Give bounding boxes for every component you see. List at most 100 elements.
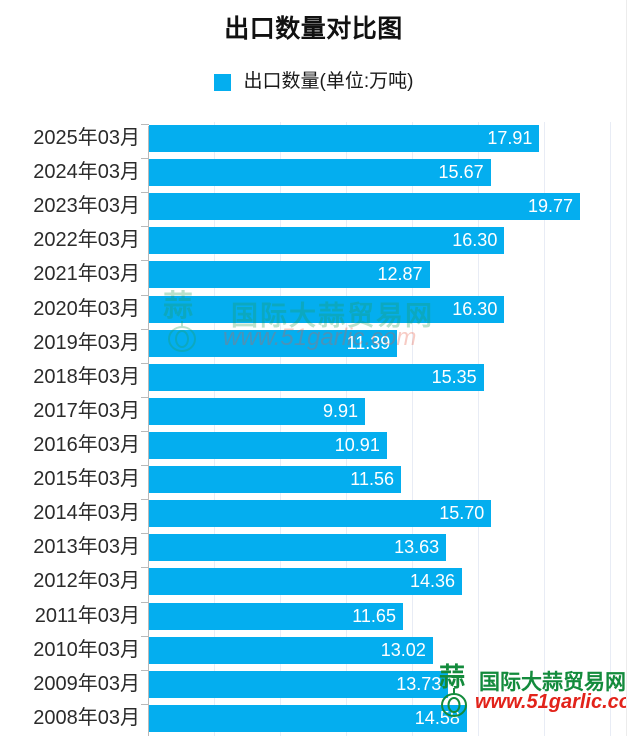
bar-value-label: 14.58 [414, 707, 460, 728]
bar[interactable]: 11.65 [149, 602, 403, 630]
category-label: 2008年03月 [33, 706, 140, 729]
bar-value-label: 10.91 [334, 435, 380, 455]
bar-value-label: 12.87 [377, 264, 423, 285]
bar-wrapper: 16.30 [149, 227, 505, 255]
bar-row[interactable]: 2013年03月 13.63 [0, 531, 626, 565]
bar[interactable]: 13.02 [149, 636, 433, 664]
category-label: 2018年03月 [33, 365, 140, 388]
bar-wrapper: 9.91 [149, 397, 366, 425]
bar-row[interactable]: 2017年03月 9.91 [0, 395, 626, 429]
logo-garlic-bulb-icon [441, 688, 467, 717]
bar-row[interactable]: 2008年03月 14.58 [0, 702, 626, 736]
bar-wrapper: 14.36 [149, 568, 463, 596]
axis-tick [141, 669, 149, 671]
axis-tick [141, 567, 149, 569]
bar-wrapper: 14.58 [149, 704, 467, 732]
bar-wrapper: 16.30 [149, 295, 505, 323]
axis-tick [141, 396, 149, 398]
bar[interactable]: 17.91 [149, 125, 540, 152]
bar[interactable]: 16.30 [149, 295, 505, 323]
category-label: 2016年03月 [33, 434, 140, 456]
logo-url: www.51garlic.com [475, 691, 626, 713]
bar[interactable]: 11.56 [149, 466, 401, 494]
axis-tick [141, 499, 149, 501]
category-label: 2019年03月 [33, 331, 140, 354]
category-label: 2025年03月 [33, 127, 140, 149]
bar[interactable]: 10.91 [149, 432, 387, 459]
bar[interactable]: 14.36 [149, 568, 463, 596]
bar[interactable]: 13.63 [149, 534, 447, 562]
bar[interactable]: 9.91 [149, 397, 366, 425]
bar-row[interactable]: 2019年03月 11.39 [0, 327, 626, 361]
bar-wrapper: 17.91 [149, 125, 540, 152]
bar-wrapper: 11.65 [149, 602, 403, 630]
bar[interactable]: 14.58 [149, 704, 467, 732]
category-label: 2024年03月 [33, 161, 140, 184]
bar-value-label: 15.70 [439, 503, 485, 524]
bar-row[interactable]: 2021年03月 12.87 [0, 258, 626, 292]
site-logo: 蒜 国际大蒜贸易网 www.51garlic.com [437, 662, 626, 725]
category-label: 2009年03月 [33, 672, 140, 695]
bar-row[interactable]: 2022年03月 16.30 [0, 224, 626, 258]
logo-garlic-glyph-icon: 蒜 [439, 662, 466, 692]
bar-row[interactable]: 2012年03月 14.36 [0, 565, 626, 599]
bar-row[interactable]: 2018年03月 15.35 [0, 361, 626, 395]
bar-row[interactable]: 2016年03月 10.91 [0, 429, 626, 463]
bar-row[interactable]: 2023年03月 19.77 [0, 190, 626, 224]
bar-value-label: 13.73 [396, 673, 442, 694]
plot-area: 2025年03月 17.91 2024年03月 15.67 2023年03月 19.77 2… [0, 122, 626, 736]
bar[interactable]: 19.77 [149, 193, 580, 221]
bar-wrapper: 12.87 [149, 261, 430, 289]
axis-tick [141, 362, 149, 364]
bar[interactable]: 12.87 [149, 261, 430, 289]
bar-row[interactable]: 2011年03月 11.65 [0, 600, 626, 634]
bar[interactable]: 13.73 [149, 670, 449, 698]
category-label: 2020年03月 [33, 297, 140, 320]
bar-value-label: 11.56 [350, 469, 394, 490]
bar-wrapper: 15.67 [149, 159, 491, 187]
category-label: 2014年03月 [33, 502, 140, 525]
category-label: 2011年03月 [34, 604, 140, 627]
axis-tick [141, 226, 149, 228]
bar[interactable]: 15.70 [149, 500, 492, 528]
bar-wrapper: 19.77 [149, 193, 580, 221]
bar-wrapper: 10.91 [149, 432, 387, 459]
legend-swatch-icon [213, 73, 231, 91]
bar-row[interactable]: 2015年03月 11.56 [0, 463, 626, 497]
bar-wrapper: 15.70 [149, 500, 492, 528]
bar[interactable]: 15.67 [149, 159, 491, 187]
axis-tick [141, 192, 149, 194]
bar-value-label: 13.63 [394, 537, 440, 558]
bar-value-label: 15.67 [438, 162, 484, 183]
bar-wrapper: 15.35 [149, 363, 484, 391]
bar-value-label: 16.30 [452, 298, 498, 319]
axis-tick [141, 601, 149, 603]
bar-value-label: 11.39 [346, 332, 391, 353]
bar-rows: 2025年03月 17.91 2024年03月 15.67 2023年03月 19.77 2… [0, 122, 626, 736]
logo-mark: 蒜 [437, 662, 477, 717]
bar-value-label: 9.91 [322, 400, 359, 421]
logo-brand-name: 国际大蒜贸易网 [479, 671, 626, 694]
category-label: 2013年03月 [33, 536, 140, 559]
legend-label: 出口数量(单位:万吨) [243, 71, 414, 92]
bar-row[interactable]: 2014年03月 15.70 [0, 497, 626, 531]
category-label: 2015年03月 [33, 468, 140, 491]
bar-row[interactable]: 2024年03月 15.67 [0, 156, 626, 190]
bar-wrapper: 11.56 [149, 466, 401, 494]
bar-value-label: 15.35 [431, 366, 477, 387]
bar-value-label: 14.36 [410, 571, 456, 592]
bar-row[interactable]: 2020年03月 16.30 [0, 293, 626, 327]
bar[interactable]: 11.39 [149, 329, 398, 357]
bar-value-label: 16.30 [452, 230, 498, 251]
bar-row[interactable]: 2009年03月 13.73 [0, 668, 626, 702]
bar-row[interactable]: 2010年03月 13.02 [0, 634, 626, 668]
bar[interactable]: 16.30 [149, 227, 505, 255]
bar-row[interactable]: 2025年03月 17.91 [0, 122, 626, 156]
axis-tick [141, 328, 149, 330]
chart-title: 出口数量对比图 [224, 15, 403, 43]
bar-value-label: 19.77 [527, 196, 573, 217]
bar-wrapper: 13.73 [149, 670, 449, 698]
bar[interactable]: 15.35 [149, 363, 484, 391]
bar-wrapper: 13.02 [149, 636, 433, 664]
